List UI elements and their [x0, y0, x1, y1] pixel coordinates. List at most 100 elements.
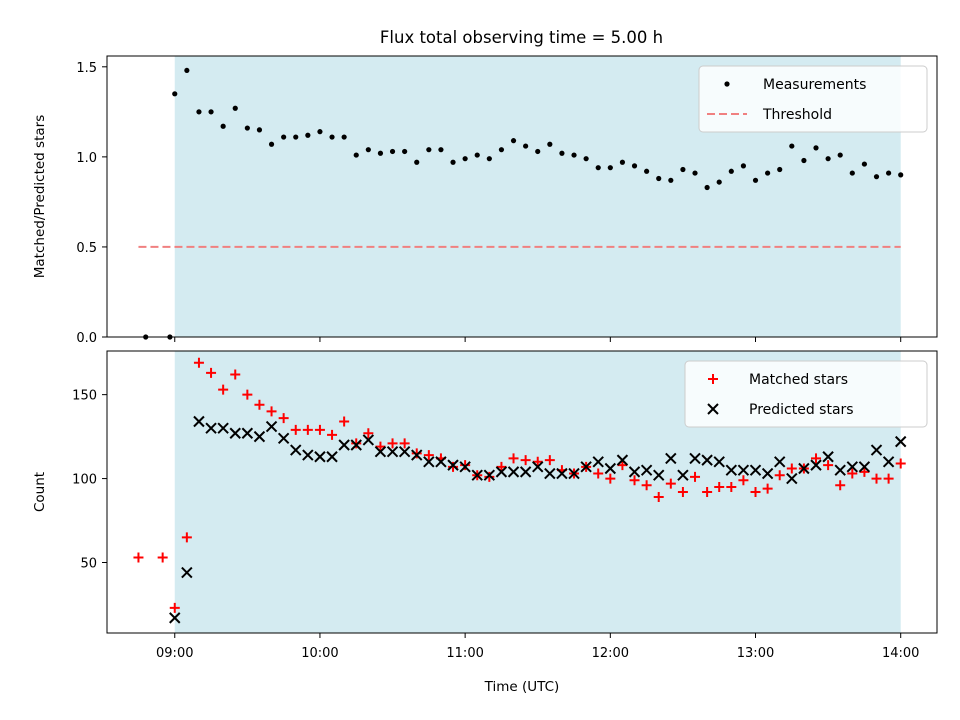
data-point	[217, 422, 229, 434]
data-point	[786, 463, 797, 474]
data-point	[701, 454, 713, 466]
data-point	[692, 170, 698, 176]
data-point	[290, 424, 301, 435]
data-point	[181, 532, 192, 543]
data-point	[426, 147, 432, 153]
data-point	[196, 109, 202, 115]
count-panel: 50 100 150 09:00 10:00 11:00 12:00 13:00 14:00 Co…	[32, 350, 938, 695]
data-point	[895, 458, 906, 469]
data-point	[329, 134, 335, 140]
data-point	[305, 132, 311, 138]
x-tick-label: 12:00	[592, 646, 629, 661]
y-tick-label: 100	[72, 473, 97, 488]
data-point	[653, 492, 664, 503]
data-point	[293, 134, 299, 140]
legend-swatch	[708, 374, 718, 384]
data-point	[496, 461, 507, 472]
data-point	[846, 461, 859, 473]
data-point	[317, 129, 323, 135]
y-tick-label: 1.0	[76, 151, 97, 166]
y-tick-label: 0.0	[76, 331, 97, 346]
x-tick-label: 13:00	[737, 646, 774, 661]
data-point	[232, 105, 238, 111]
axes-frame	[106, 350, 938, 634]
data-point	[169, 612, 181, 624]
legend-label: Measurements	[763, 77, 866, 93]
data-point	[462, 156, 468, 162]
data-point	[616, 454, 629, 466]
data-point	[414, 159, 420, 165]
data-point	[849, 170, 855, 176]
data-point	[774, 470, 785, 481]
x-tick-label: 14:00	[882, 646, 919, 661]
data-point	[523, 143, 529, 149]
data-point	[607, 165, 613, 171]
data-point	[798, 462, 810, 475]
data-point	[726, 481, 737, 492]
data-point	[714, 481, 725, 492]
data-point	[327, 429, 338, 440]
data-point	[834, 464, 846, 476]
data-point	[450, 159, 456, 165]
data-point	[374, 446, 387, 458]
data-point	[690, 471, 701, 482]
data-point	[861, 161, 868, 167]
data-point	[604, 462, 617, 475]
data-point	[302, 449, 314, 461]
series-measurements	[143, 67, 904, 340]
data-point	[595, 165, 601, 171]
data-point	[886, 170, 892, 176]
data-point	[580, 461, 592, 473]
series-matched-stars	[133, 357, 906, 613]
data-point	[811, 453, 822, 464]
data-point	[777, 166, 783, 173]
data-point	[268, 141, 275, 147]
data-point	[220, 123, 226, 129]
data-point	[761, 467, 774, 480]
data-point	[423, 456, 435, 468]
data-point	[459, 461, 471, 473]
data-point	[423, 450, 434, 461]
data-point	[665, 452, 677, 465]
data-point	[277, 432, 290, 444]
data-point	[617, 460, 628, 471]
data-point	[837, 152, 843, 158]
data-point	[218, 384, 229, 395]
data-point	[447, 459, 459, 471]
data-point	[193, 357, 204, 368]
chart-title: Flux total observing time = 5.00 h	[380, 28, 663, 47]
data-point	[278, 413, 289, 424]
y-axis-label: Matched/Predicted stars	[32, 115, 48, 278]
data-point	[362, 434, 375, 446]
data-point	[230, 369, 241, 380]
data-point	[254, 399, 265, 410]
legend-label: Predicted stars	[749, 402, 854, 418]
data-point	[387, 438, 398, 449]
data-point	[253, 430, 266, 443]
legend-swatch	[724, 81, 730, 87]
series-predicted-stars	[169, 415, 907, 624]
data-point	[737, 464, 750, 476]
y-tick-label: 150	[72, 389, 97, 404]
data-point	[244, 125, 250, 131]
data-point	[605, 473, 616, 484]
data-point	[750, 487, 761, 497]
data-point	[411, 449, 423, 461]
data-point	[556, 467, 568, 480]
data-point	[653, 469, 665, 481]
data-point	[544, 467, 556, 480]
data-point	[314, 424, 325, 435]
data-point	[619, 159, 626, 165]
data-point	[789, 143, 795, 149]
data-point	[365, 147, 371, 153]
data-point	[870, 444, 883, 456]
data-point	[728, 168, 734, 174]
y-axis-label: Count	[32, 472, 48, 512]
data-point	[810, 459, 822, 471]
data-point	[389, 148, 396, 155]
data-point	[894, 435, 907, 448]
data-point	[242, 389, 253, 400]
data-point	[208, 109, 214, 115]
data-point	[377, 150, 384, 156]
